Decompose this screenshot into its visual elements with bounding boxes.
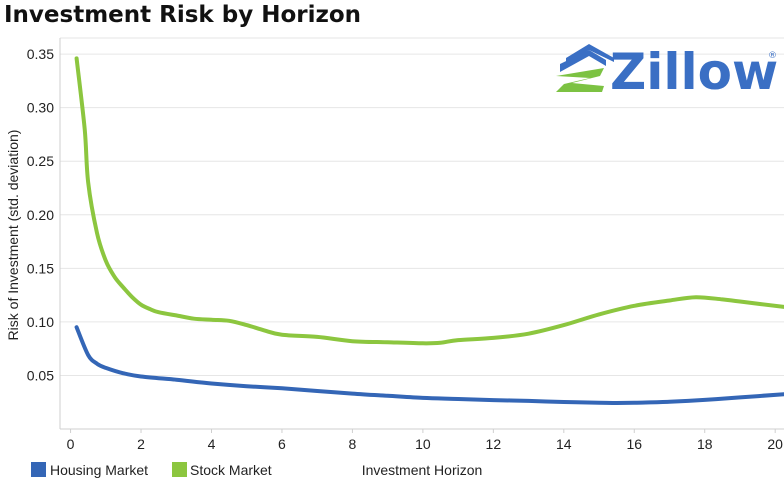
x-axis-label: Investment Horizon xyxy=(362,462,483,478)
x-tick-label: 16 xyxy=(626,436,642,452)
zillow-house-icon xyxy=(556,44,614,92)
x-tick-label: 4 xyxy=(208,436,216,452)
legend-swatch-stock xyxy=(172,462,187,477)
zillow-logo: Zillow ® xyxy=(556,43,778,101)
x-tick-label: 20 xyxy=(767,436,783,452)
x-tick-label: 6 xyxy=(278,436,286,452)
legend-swatch-housing xyxy=(31,462,46,477)
legend-label-housing: Housing Market xyxy=(50,462,148,478)
y-tick-label: 0.35 xyxy=(27,46,54,62)
y-axis-label: Risk of Investment (std. deviation) xyxy=(5,130,21,341)
x-tick-label: 12 xyxy=(486,436,502,452)
axes xyxy=(59,38,784,433)
tick-labels: 0.05 0.10 0.15 0.20 0.25 0.30 0.35 0 2 4 6 8 10 12 14 1… xyxy=(27,46,783,452)
y-tick-label: 0.25 xyxy=(27,153,54,169)
series-line-housing xyxy=(74,325,784,405)
logo-wordmark: Zillow xyxy=(610,43,778,101)
legend-label-stock: Stock Market xyxy=(190,462,272,478)
x-tick-label: 0 xyxy=(67,436,75,452)
series-line-stock xyxy=(74,56,784,346)
gridlines xyxy=(60,37,784,376)
y-tick-label: 0.30 xyxy=(27,100,54,116)
x-tick-label: 2 xyxy=(137,436,145,452)
y-tick-label: 0.10 xyxy=(27,314,54,330)
registered-mark: ® xyxy=(768,51,777,61)
x-tick-label: 10 xyxy=(415,436,431,452)
series-lines xyxy=(74,56,784,405)
x-tick-label: 18 xyxy=(697,436,713,452)
y-tick-label: 0.05 xyxy=(27,367,54,383)
x-tick-label: 14 xyxy=(556,436,572,452)
chart-title: Investment Risk by Horizon xyxy=(4,2,362,28)
y-tick-label: 0.20 xyxy=(27,207,54,223)
x-tick-label: 8 xyxy=(349,436,357,452)
legend: Housing Market Stock Market xyxy=(31,462,272,478)
y-tick-label: 0.15 xyxy=(27,260,54,276)
